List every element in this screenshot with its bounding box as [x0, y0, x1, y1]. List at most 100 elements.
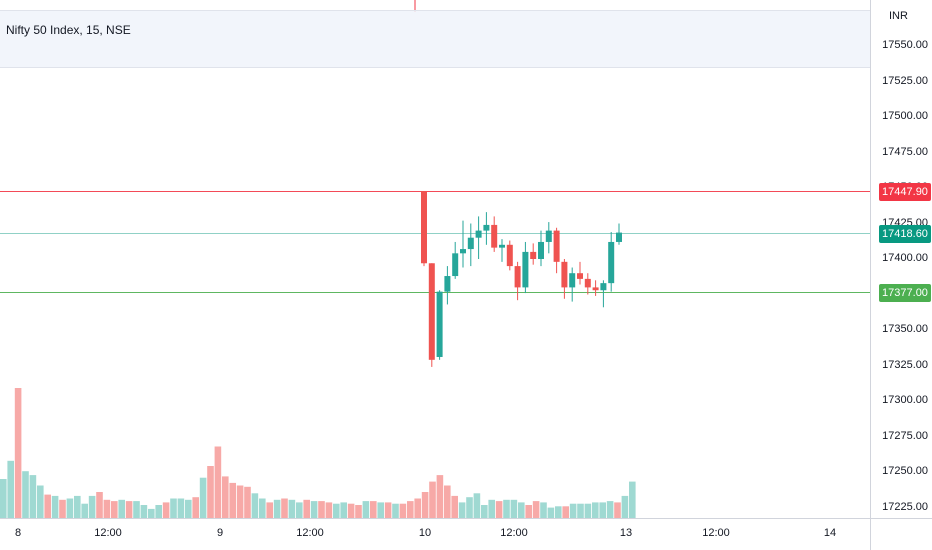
volume-bar — [44, 494, 51, 518]
volume-bar — [540, 502, 547, 518]
volume-bar — [207, 466, 214, 518]
volume-bar — [14, 388, 22, 518]
chart-title: Nifty 50 Index, 15, NSE — [6, 23, 131, 37]
candle — [491, 216, 498, 252]
time-tick-label: 14 — [823, 527, 837, 539]
volume-bar — [340, 502, 347, 518]
volume-bar — [303, 499, 310, 518]
price-axis[interactable]: INR 17550.0017525.0017500.0017475.001745… — [870, 0, 932, 518]
candle-body — [592, 287, 599, 291]
price-tick-label: 17275.00 — [882, 429, 928, 442]
volume-bar — [421, 492, 429, 518]
volume-bar — [510, 499, 518, 518]
volume-bar — [244, 486, 251, 518]
candle — [530, 243, 537, 265]
volume-bar — [103, 499, 111, 518]
candle — [577, 261, 583, 285]
candle — [592, 280, 599, 296]
volume-bar — [577, 503, 584, 518]
price-tag: 17377.00 — [879, 283, 931, 302]
volume-bar — [170, 498, 177, 518]
volume-histogram — [0, 388, 636, 518]
price-tick-label: 17300.00 — [882, 394, 928, 406]
candle — [584, 273, 591, 295]
candle — [499, 239, 505, 262]
volume-bar — [74, 495, 81, 518]
volume-bar — [629, 481, 636, 518]
volume-bar — [214, 446, 222, 518]
currency-label: INR — [889, 10, 908, 22]
time-axis[interactable]: 8 12:00 9 12:00 10 12:00 13 12:00 14 — [0, 518, 870, 550]
volume-bar — [481, 505, 488, 518]
candle — [436, 290, 443, 360]
volume-bar — [22, 471, 29, 518]
volume-bar — [296, 502, 303, 518]
candle-body — [444, 276, 451, 292]
candle-body — [584, 278, 591, 288]
volume-bar — [199, 477, 207, 518]
volume-bar — [458, 502, 466, 518]
volume-bar — [177, 498, 185, 518]
candle-body — [483, 224, 490, 231]
price-tick-label: 17225.00 — [882, 500, 928, 513]
volume-bar — [547, 507, 555, 518]
price-tick-label: 17550.00 — [882, 39, 928, 51]
candle — [444, 266, 451, 305]
candle-body — [475, 230, 482, 238]
candle — [514, 261, 521, 301]
volume-bar — [51, 495, 59, 518]
time-tick-label: 10 — [418, 527, 432, 539]
candle — [545, 222, 552, 254]
candle — [483, 212, 490, 245]
candle — [538, 230, 544, 267]
price-tick-label: 17525.00 — [882, 74, 928, 87]
volume-bar — [266, 502, 273, 518]
volume-bar — [562, 506, 569, 518]
price-tag: 17418.60 — [879, 224, 931, 243]
volume-bar — [229, 482, 236, 518]
candle — [569, 267, 576, 302]
volume-bar — [407, 501, 414, 518]
candle-body — [522, 251, 529, 288]
candle — [608, 232, 615, 292]
candle-body — [608, 241, 615, 284]
candle-body — [506, 244, 513, 267]
volume-bar — [59, 499, 66, 518]
volume-bar — [495, 501, 503, 518]
candle — [475, 216, 482, 259]
candle-body — [460, 249, 466, 254]
volume-bar — [414, 498, 421, 518]
volume-bar — [488, 499, 495, 518]
candle — [600, 280, 607, 308]
volume-bar — [288, 499, 296, 518]
price-tick-label: 17400.00 — [882, 252, 928, 264]
candle-body — [616, 232, 622, 242]
volume-bar — [532, 501, 540, 518]
axis-corner — [870, 518, 932, 550]
volume-bar — [310, 501, 318, 518]
time-tick-label: 13 — [619, 527, 633, 539]
volume-bar — [555, 506, 562, 518]
volume-bar — [148, 508, 155, 518]
chart-plot-area[interactable] — [0, 0, 870, 518]
candle-body — [428, 263, 435, 360]
candle-body — [600, 283, 607, 291]
volume-bar — [614, 502, 621, 518]
volume-bar — [399, 503, 407, 518]
volume-bar — [259, 498, 266, 518]
volume-bar — [392, 503, 399, 518]
volume-bar — [503, 499, 510, 518]
candle-body — [514, 266, 521, 288]
volume-bar — [569, 503, 577, 518]
volume-bar — [621, 495, 629, 518]
volume-bar — [370, 501, 377, 518]
candle-body — [545, 230, 552, 242]
candle-body — [467, 237, 474, 250]
candle-body — [569, 273, 576, 288]
candle — [460, 220, 466, 268]
volume-bar — [111, 501, 118, 518]
candle-body — [421, 190, 427, 264]
candle-body — [530, 251, 537, 259]
volume-bar — [444, 485, 451, 518]
volume-bar — [162, 502, 170, 518]
